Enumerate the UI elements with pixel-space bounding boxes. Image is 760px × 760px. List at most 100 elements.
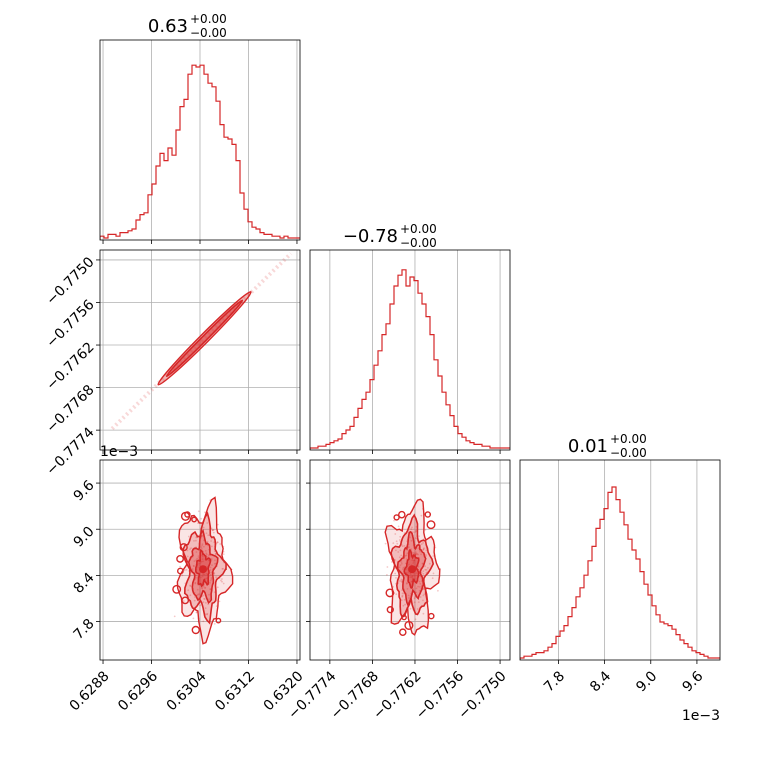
sample-point <box>201 575 204 578</box>
panel-title-1: −0.78 +0.00−0.00 <box>343 222 437 250</box>
sample-point <box>402 604 405 607</box>
sample-point <box>425 568 428 571</box>
title-value: 0.63 <box>148 16 188 37</box>
density-contour-island <box>181 596 190 605</box>
sample-point <box>401 580 403 583</box>
sample-point <box>415 551 417 554</box>
sample-point <box>181 574 184 577</box>
sample-point <box>187 589 190 592</box>
sample-point <box>205 553 208 556</box>
sample-point <box>424 528 427 531</box>
title-upper-error: +0.00 <box>610 432 647 446</box>
density-contour-island <box>184 511 191 518</box>
sample-point <box>202 585 205 588</box>
sample-point <box>417 601 420 603</box>
sample-point <box>423 593 426 595</box>
sample-point <box>197 556 200 559</box>
sample-point <box>185 568 188 571</box>
sample-point <box>210 577 213 579</box>
sample-point <box>211 529 214 532</box>
sample-point <box>203 598 206 600</box>
sample-point <box>425 555 427 557</box>
hist2d-panel-0-2: 0.6288 0.6296 0.6304 0.6312 0.63207.88.49.09… <box>67 459 307 714</box>
sample-point <box>197 593 200 596</box>
sample-point <box>403 566 406 568</box>
sample-point <box>194 582 197 585</box>
sample-point <box>200 547 203 550</box>
sample-point <box>414 531 416 534</box>
sample-point <box>186 549 189 552</box>
sample-point <box>210 571 213 574</box>
sample-point <box>407 594 410 597</box>
sample-point <box>417 565 420 568</box>
sample-point <box>193 560 196 562</box>
sample-point <box>204 550 207 552</box>
density-contour-island <box>399 628 407 636</box>
sample-point <box>400 554 403 557</box>
sample-point <box>409 576 412 579</box>
hist2d-panel-1-2: −0.7774−0.7768−0.7762−0.7756−0.7750 <box>285 459 511 723</box>
density-contour-island <box>191 625 200 635</box>
sample-point <box>204 511 206 514</box>
sample-point <box>401 592 404 595</box>
sample-point <box>413 552 415 554</box>
sample-point <box>199 562 202 565</box>
sample-point <box>203 598 205 600</box>
sample-point <box>418 580 421 583</box>
sample-point <box>196 557 199 560</box>
sample-point <box>400 599 403 601</box>
sample-point <box>413 559 416 562</box>
sample-point <box>422 572 425 575</box>
sample-point <box>405 582 408 585</box>
sample-point <box>432 572 435 575</box>
title-lower-error: −0.00 <box>610 446 647 460</box>
sample-point <box>395 577 397 579</box>
sample-point <box>204 577 207 580</box>
sample-point <box>399 535 402 538</box>
title-value: 0.01 <box>568 436 608 457</box>
x-tick-label: 0.6288 <box>67 668 113 714</box>
sample-point <box>221 580 223 583</box>
sample-point <box>406 588 409 590</box>
sample-point <box>400 578 403 581</box>
sample-point <box>179 565 182 568</box>
sample-point <box>205 602 207 604</box>
sample-point <box>409 607 412 610</box>
sample-point <box>412 576 414 578</box>
sample-point <box>210 540 213 542</box>
density-contour-island <box>215 617 222 624</box>
sample-point <box>398 556 401 559</box>
density-contour-island <box>426 520 436 530</box>
sample-point <box>186 555 189 558</box>
sample-point <box>411 526 413 529</box>
sample-point <box>209 573 212 576</box>
sample-point <box>413 574 416 577</box>
sample-point <box>398 539 401 541</box>
sample-point <box>408 563 410 566</box>
sample-point <box>401 545 404 548</box>
sample-point <box>406 582 408 584</box>
sample-point <box>422 542 424 544</box>
sample-point <box>422 548 425 551</box>
x-tick-label: 9.0 <box>633 668 660 695</box>
sample-point <box>386 566 389 568</box>
density-contour-island <box>180 511 191 521</box>
sample-point <box>200 587 203 590</box>
sample-point <box>422 548 425 551</box>
sample-point <box>201 560 203 563</box>
sample-point <box>437 589 439 592</box>
sample-point <box>412 559 415 562</box>
sample-point <box>411 551 414 554</box>
sample-point <box>393 519 395 522</box>
sample-point <box>196 588 199 591</box>
sample-point <box>173 615 176 618</box>
sample-point <box>199 604 202 607</box>
histogram-step-line <box>310 269 510 450</box>
sample-point <box>410 539 413 542</box>
sample-point <box>395 540 398 543</box>
sample-point <box>384 542 387 545</box>
sample-point <box>205 552 208 555</box>
sample-point <box>195 539 197 542</box>
density-contour-inner <box>165 299 244 378</box>
sample-point <box>419 586 421 588</box>
